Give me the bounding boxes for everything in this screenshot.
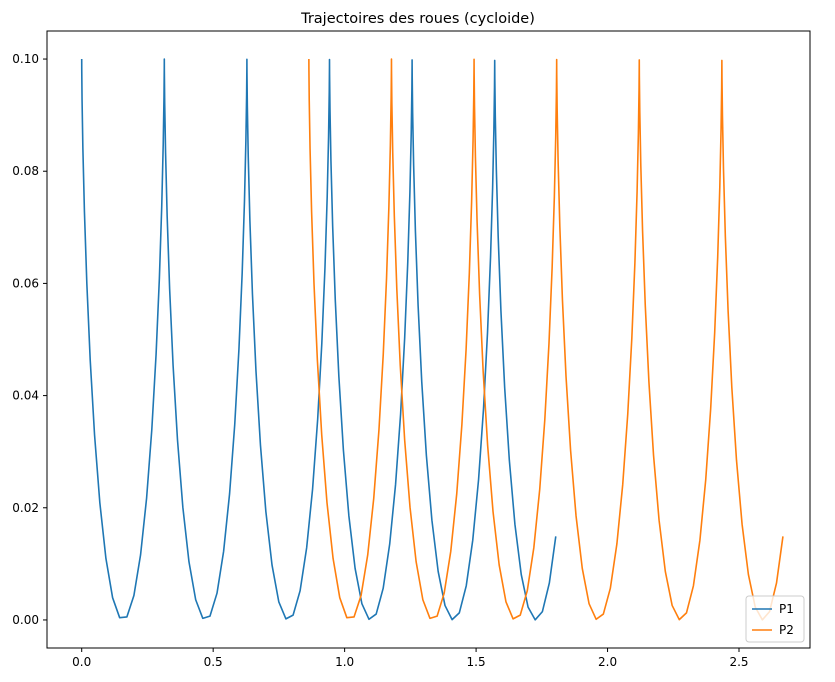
y-tick-label: 0.08 xyxy=(12,164,39,178)
y-tick-label: 0.06 xyxy=(12,276,39,290)
series-line-p1 xyxy=(80,58,557,621)
legend-label-p2: P2 xyxy=(779,623,794,637)
legend-label-p1: P1 xyxy=(779,602,794,616)
x-tick-label: 2.0 xyxy=(598,655,617,669)
x-tick-label: 1.0 xyxy=(335,655,354,669)
x-tick-label: 0.5 xyxy=(204,655,223,669)
y-tick-label: 0.02 xyxy=(12,501,39,515)
chart-title: Trajectoires des roues (cycloide) xyxy=(300,11,535,27)
x-tick-label: 1.5 xyxy=(467,655,486,669)
x-axis: 0.0 0.5 1.0 1.5 2.0 2.5 xyxy=(72,648,749,669)
axes-frame xyxy=(46,30,811,649)
series-line-p2 xyxy=(308,58,784,621)
x-tick-label: 2.5 xyxy=(729,655,748,669)
y-tick-label: 0.04 xyxy=(12,389,39,403)
legend: P1 P2 xyxy=(745,595,805,643)
x-tick-label: 0.0 xyxy=(72,655,91,669)
y-tick-label: 0.10 xyxy=(12,52,39,66)
series-group xyxy=(80,58,784,621)
y-tick-label: 0.00 xyxy=(12,613,39,627)
y-axis: 0.00 0.02 0.04 0.06 0.08 0.10 xyxy=(12,52,47,627)
legend-box xyxy=(745,595,805,643)
